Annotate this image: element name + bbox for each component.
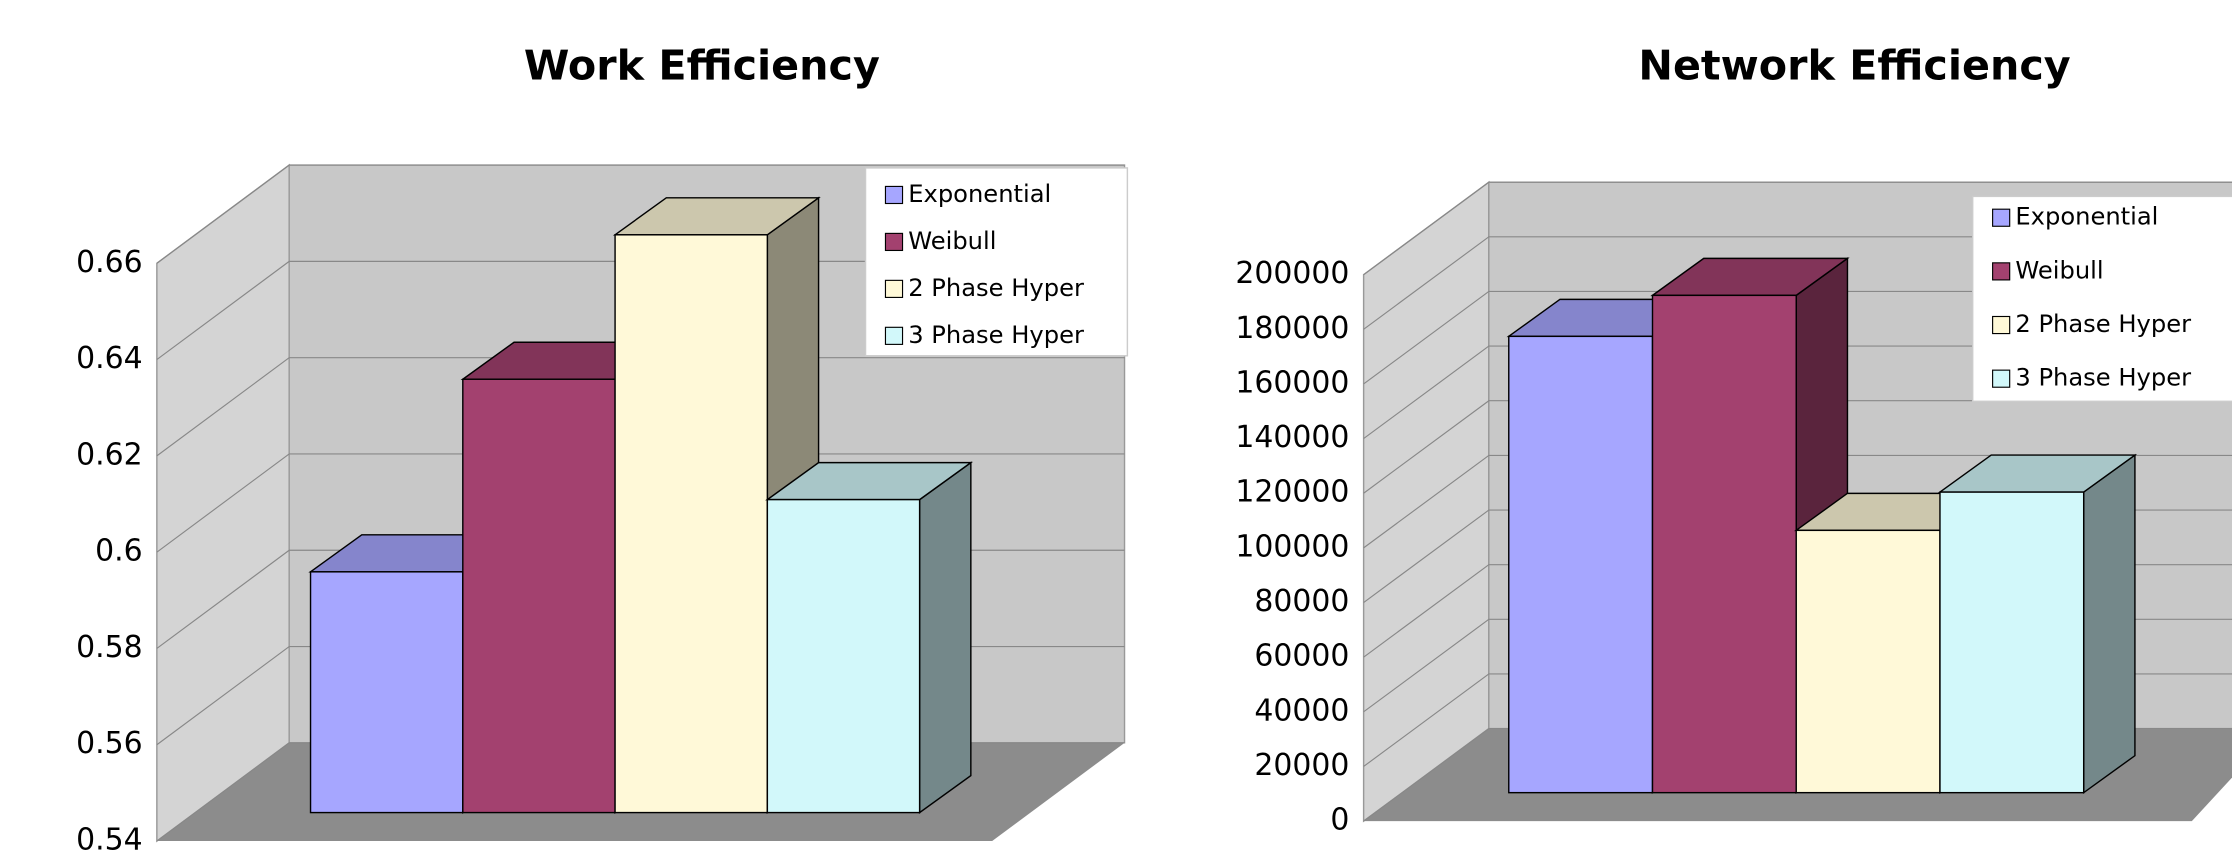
bar (614, 234, 769, 814)
y-tick-label: 0.6 (95, 534, 143, 569)
legend-swatch (884, 279, 904, 298)
legend-swatch (1992, 369, 2011, 388)
legend-swatch (1992, 315, 2011, 335)
bar (1651, 294, 1797, 794)
y-tick-label: 0.62 (76, 437, 143, 472)
y-tick-label: 160000 (1235, 365, 1349, 400)
y-tick-label: 20000 (1254, 748, 1349, 783)
bar (462, 378, 616, 814)
legend-label: 2 Phase Hyper (2015, 310, 2191, 338)
grid-line (156, 453, 1125, 553)
y-tick-label: 0.58 (76, 630, 143, 665)
legend-box (864, 167, 1129, 357)
y-tick-label: 120000 (1235, 475, 1349, 510)
y-tick-label: 0 (1330, 803, 1349, 838)
y-tick-label: 200000 (1235, 256, 1349, 291)
legend-box (1971, 195, 2232, 403)
bar (1939, 491, 2085, 794)
legend-swatch (1992, 208, 2011, 227)
chart-title: Network Efficiency (1638, 41, 2070, 89)
grid-line (156, 164, 1125, 264)
y-tick-label: 180000 (1235, 311, 1349, 346)
bar (766, 498, 921, 814)
legend-swatch (884, 326, 904, 345)
y-tick-label: 0.66 (76, 245, 143, 280)
grid-line (156, 357, 1125, 457)
legend-swatch (884, 232, 904, 252)
legend-swatch (884, 185, 904, 205)
bar-side (918, 461, 972, 814)
bar (309, 571, 464, 814)
chart-title: Work Efficiency (524, 41, 880, 89)
bar (1508, 335, 1654, 794)
legend-label: 3 Phase Hyper (908, 321, 1084, 349)
y-tick-label: 40000 (1254, 693, 1349, 728)
y-tick-label: 60000 (1254, 639, 1349, 674)
grid-line (156, 260, 1125, 361)
y-tick-label: 80000 (1254, 584, 1349, 619)
y-tick-label: 140000 (1235, 420, 1349, 455)
legend-label: Weibull (2015, 256, 2103, 284)
grid-line (1363, 181, 2232, 276)
y-tick-label: 0.54 (76, 823, 143, 851)
y-tick-label: 100000 (1235, 529, 1349, 564)
bar (1795, 529, 1941, 794)
y-tick-label: 0.56 (76, 726, 143, 761)
y-tick-label: 0.64 (76, 341, 143, 376)
bar-side (2082, 453, 2136, 795)
legend-label: Weibull (908, 227, 996, 255)
legend-label: Exponential (908, 180, 1051, 208)
legend-label: 2 Phase Hyper (908, 274, 1084, 302)
legend-label: 3 Phase Hyper (2015, 364, 2191, 392)
legend-label: Exponential (2015, 203, 2158, 231)
legend-swatch (1992, 262, 2011, 281)
